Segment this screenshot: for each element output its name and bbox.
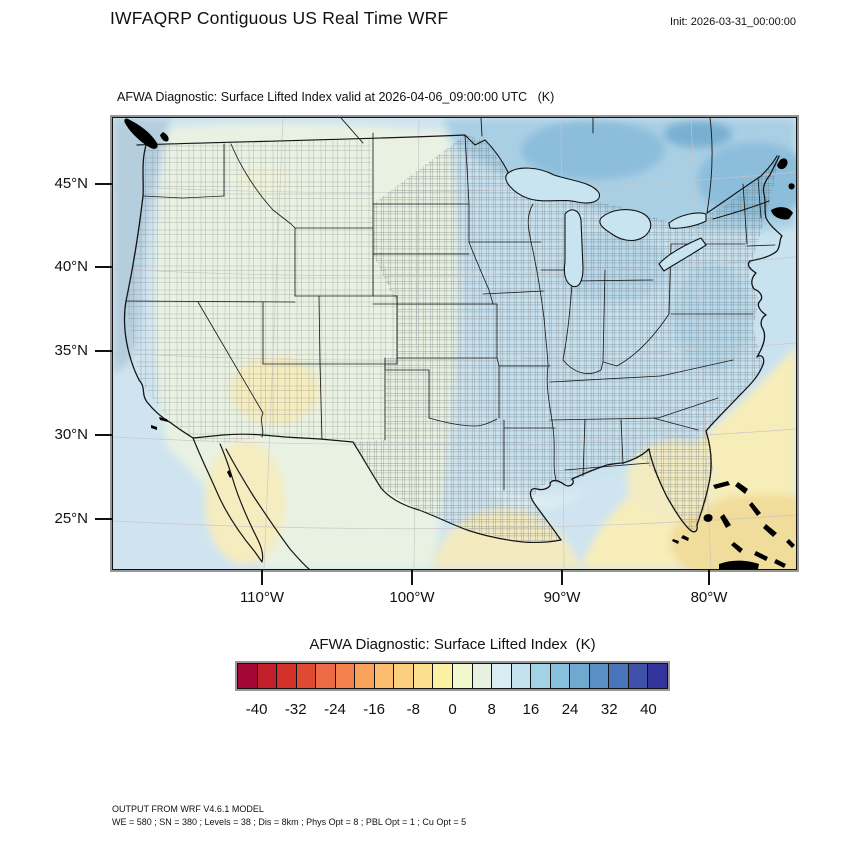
islands xyxy=(124,118,795,569)
conus-map xyxy=(113,118,796,569)
colorbar-cell xyxy=(609,664,629,688)
lon-tick-label: 80°W xyxy=(690,589,728,606)
colorbar xyxy=(235,661,670,691)
lat-tick-mark xyxy=(95,266,112,268)
lon-tick-mark xyxy=(561,569,563,585)
colorbar-tick-label: 40 xyxy=(640,701,657,718)
lon-tick-label: 90°W xyxy=(543,589,581,606)
colorbar-tick-label: -32 xyxy=(284,701,307,718)
lon-tick-label: 110°W xyxy=(239,589,285,606)
colorbar-cell xyxy=(316,664,336,688)
state-borders xyxy=(125,132,776,491)
colorbar-cell xyxy=(355,664,375,688)
colorbar-cell xyxy=(394,664,414,688)
colorbar-cell xyxy=(277,664,297,688)
great-lakes xyxy=(505,167,707,288)
colorbar-cell xyxy=(472,664,493,688)
vancouver-island xyxy=(124,118,158,149)
map-panel xyxy=(110,115,799,572)
footer-model-line: OUTPUT FROM WRF V4.6.1 MODEL xyxy=(112,804,264,814)
lon-tick-mark xyxy=(708,569,710,585)
colorbar-cell xyxy=(335,664,356,688)
lat-tick-mark xyxy=(95,518,112,520)
lat-tick-label: 40°N xyxy=(54,258,88,275)
colorbar-cell xyxy=(413,664,434,688)
colorbar-cell xyxy=(589,664,610,688)
colorbar-cell xyxy=(453,664,473,688)
colorbar-cell xyxy=(238,664,258,688)
colorbar-tick-label: 8 xyxy=(487,701,496,718)
colorbar-cell xyxy=(257,664,278,688)
colorbar-tick-label: 16 xyxy=(522,701,540,718)
colorbar-title: AFWA Diagnostic: Surface Lifted Index (K… xyxy=(309,636,596,653)
colorbar-tick-label: -16 xyxy=(363,701,385,718)
init-time-label: Init: 2026-03-31_00:00:00 xyxy=(670,16,796,28)
colorbar-tick-label: 0 xyxy=(448,701,457,718)
lat-tick-label: 25°N xyxy=(54,510,88,527)
lon-tick-mark xyxy=(411,569,413,585)
colorbar-tick-label: -24 xyxy=(324,701,346,718)
colorbar-cell xyxy=(628,664,649,688)
lat-tick-label: 45°N xyxy=(54,175,88,192)
colorbar-cell xyxy=(296,664,317,688)
lat-tick-mark xyxy=(95,434,112,436)
lon-tick-label: 100°W xyxy=(389,589,435,606)
lat-tick-mark xyxy=(95,350,112,352)
lat-tick-mark xyxy=(95,183,112,185)
colorbar-cell xyxy=(648,664,668,688)
colorbar-cell xyxy=(531,664,551,688)
colorbar-tick-label: -40 xyxy=(245,701,268,718)
colorbar-cell xyxy=(433,664,454,688)
colorbar-cell xyxy=(492,664,512,688)
colorbar-tick-label: 24 xyxy=(561,701,579,718)
coastlines-and-borders xyxy=(123,118,783,569)
bahamas-islands xyxy=(703,481,795,568)
lat-tick-label: 30°N xyxy=(54,426,88,443)
colorbar-cell xyxy=(570,664,590,688)
colorbar-cell xyxy=(374,664,395,688)
lon-tick-mark xyxy=(261,569,263,585)
colorbar-cell xyxy=(550,664,571,688)
lat-tick-label: 35°N xyxy=(54,342,88,359)
map-subtitle: AFWA Diagnostic: Surface Lifted Index va… xyxy=(117,90,555,104)
nova-scotia xyxy=(771,207,793,220)
colorbar-cell xyxy=(511,664,532,688)
page-title: IWFAQRP Contiguous US Real Time WRF xyxy=(110,8,449,28)
colorbar-tick-label: 32 xyxy=(600,701,618,718)
footer-config-line: WE = 580 ; SN = 380 ; Levels = 38 ; Dis … xyxy=(112,817,467,827)
colorbar-tick-label: -8 xyxy=(406,701,420,718)
